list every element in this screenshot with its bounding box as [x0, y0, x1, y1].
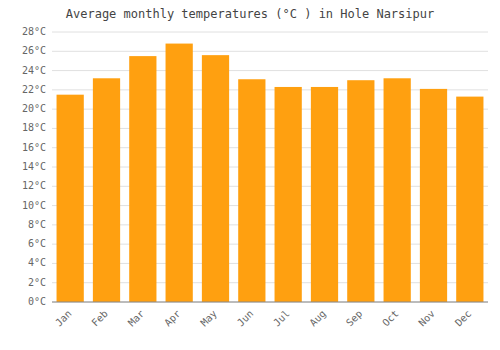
x-tick-label: Sep [344, 308, 365, 329]
y-tick-label: 6°C [28, 238, 46, 249]
y-tick-label: 4°C [28, 257, 46, 268]
y-tick-label: 8°C [28, 219, 46, 230]
x-tick-label: Feb [89, 308, 110, 329]
grid-line [52, 302, 488, 303]
y-tick-label: 18°C [22, 122, 46, 133]
y-tick-label: 16°C [22, 142, 46, 153]
x-tick-label: Dec [453, 308, 474, 329]
x-tick-label: Apr [162, 308, 183, 329]
x-tick-label: Aug [307, 308, 328, 329]
y-tick-label: 20°C [22, 103, 46, 114]
x-tick-label: Jan [53, 308, 74, 329]
bar [311, 87, 338, 302]
y-tick-label: 26°C [22, 45, 46, 56]
x-tick-label: Mar [126, 308, 147, 329]
y-tick-label: 22°C [22, 84, 46, 95]
y-axis: 0°C 2°C 4°C 6°C 8°C 10°C 12°C 14°C 16°C 18°C 20°C 2… [22, 26, 46, 307]
x-tick-label: Oct [380, 308, 401, 329]
title: Average monthly temperatures (°C ) in Ho… [66, 7, 434, 21]
bar [202, 55, 229, 302]
x-tick-label: Jun [235, 308, 256, 329]
y-tick-label: 24°C [22, 65, 46, 76]
chart-container: 0°C 2°C 4°C 6°C 8°C 10°C 12°C 14°C 16°C 18°C 20°C 2… [0, 0, 500, 350]
bar [420, 89, 447, 302]
x-tick-label: Jul [271, 308, 292, 329]
y-tick-label: 2°C [28, 277, 46, 288]
bar [275, 87, 302, 302]
grid [52, 32, 488, 302]
bar [238, 79, 265, 302]
y-tick-label: 12°C [22, 180, 46, 191]
x-axis-line [52, 302, 488, 303]
grid-line [52, 32, 488, 33]
bar [166, 44, 193, 302]
y-tick-label: 0°C [28, 296, 46, 307]
bar [347, 80, 374, 302]
grid-line [52, 51, 488, 52]
bar [57, 95, 84, 302]
bar [93, 78, 120, 302]
y-tick-label: 14°C [22, 161, 46, 172]
x-tick-label: May [198, 308, 219, 329]
x-axis: Jan Feb Mar Apr May Jun Jul Aug Sep Oct Nov Dec [53, 308, 473, 329]
y-tick-label: 28°C [22, 26, 46, 37]
x-tick-label: Nov [416, 308, 437, 329]
chart-svg: 0°C 2°C 4°C 6°C 8°C 10°C 12°C 14°C 16°C 18°C 20°C 2… [0, 0, 500, 350]
y-tick-label: 10°C [22, 200, 46, 211]
bars [57, 44, 484, 302]
bar [384, 78, 411, 302]
bar [129, 56, 156, 302]
bar [456, 97, 483, 302]
grid-line [52, 70, 488, 71]
